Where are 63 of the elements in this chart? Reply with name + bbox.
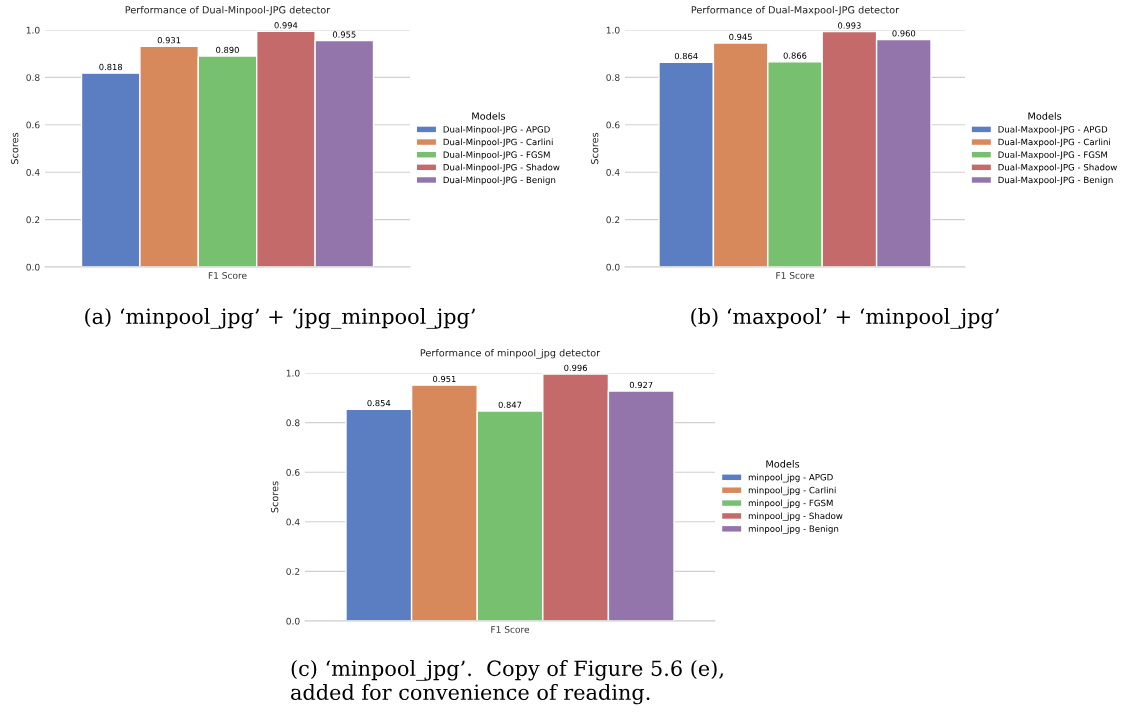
y-tick-label: 0.4: [606, 168, 620, 176]
legend-label: minpool_jpg - Shadow: [748, 512, 843, 522]
data-label: 0.927: [629, 381, 653, 389]
legend-label: minpool_jpg - Carlini: [748, 486, 836, 496]
legend-label: Dual-Maxpool-JPG - Carlini: [998, 138, 1110, 147]
y-axis-title: Scores: [590, 132, 599, 164]
legend-label: Dual-Minpool-JPG - APGD: [443, 125, 550, 135]
data-label: 0.955: [332, 31, 356, 38]
data-label: 0.994: [274, 22, 298, 29]
chart-title: Performance of minpool_jpg detector: [420, 348, 601, 359]
x-tick-label: F1 Score: [491, 626, 530, 633]
data-label: 0.890: [216, 46, 239, 54]
y-tick-label: 0.2: [26, 216, 40, 224]
y-tick-label: 0.4: [26, 168, 40, 176]
legend-label: Dual-Minpool-JPG - FGSM: [443, 151, 550, 160]
data-label: 0.960: [892, 30, 916, 37]
data-label: 0.951: [433, 375, 456, 383]
legend-label: Dual-Maxpool-JPG - Benign: [998, 176, 1113, 185]
data-label: 0.931: [157, 37, 181, 44]
data-label: 0.866: [783, 52, 807, 59]
legend-label: Dual-Minpool-JPG - Carlini: [443, 138, 553, 147]
data-label: 0.854: [367, 399, 391, 407]
text: (c) ‘minpool_jpg’. Copy of Figure 5.6 (e), added for convenience of reading.: [291, 660, 723, 705]
data-label: 0.996: [564, 364, 587, 371]
y-tick-label: 0.0: [286, 617, 300, 625]
y-tick-label: 0.8: [286, 419, 300, 427]
y-tick-label: 1.0: [26, 26, 40, 34]
legend-label: minpool_jpg - Benign: [748, 525, 839, 534]
chart-title: Performance of Dual-Minpool-JPG detector: [125, 5, 331, 16]
data-label: 0.818: [99, 63, 123, 71]
y-tick-label: 0.0: [606, 263, 620, 271]
y-axis-title: Scores: [270, 481, 279, 513]
y-tick-label: 0.0: [26, 263, 40, 271]
text: (a) ‘minpool_jpg’ + ‘jpg_minpool_jpg’: [85, 308, 475, 329]
legend-label: Dual-Minpool-JPG - Benign: [443, 176, 556, 185]
y-tick-label: 0.2: [606, 216, 620, 224]
y-tick-label: 0.4: [286, 518, 300, 526]
data-label: 0.945: [729, 33, 752, 41]
legend-label: minpool_jpg - FGSM: [748, 499, 833, 509]
y-tick-label: 0.6: [286, 468, 300, 476]
legend-title: Models: [766, 460, 800, 468]
y-tick-label: 0.6: [606, 121, 620, 129]
y-tick-label: 0.6: [26, 121, 40, 129]
y-tick-label: 0.2: [286, 568, 300, 575]
data-label: 0.993: [838, 22, 861, 29]
y-tick-label: 1.0: [606, 26, 620, 34]
x-tick-label: F1 Score: [776, 272, 815, 279]
legend-label: Dual-Maxpool-JPG - Shadow: [998, 163, 1117, 173]
data-label: 0.847: [498, 401, 522, 408]
chart-title: Performance of Dual-Maxpool-JPG detector: [691, 5, 900, 16]
y-tick-label: 0.8: [606, 74, 620, 81]
data-label: 0.864: [674, 52, 698, 60]
legend-label: Dual-Maxpool-JPG - FGSM: [998, 151, 1108, 160]
legend-label: Dual-Maxpool-JPG - APGD: [998, 125, 1108, 135]
x-tick-label: F1 Score: [208, 272, 247, 279]
y-axis-title: Scores: [10, 132, 19, 164]
legend-label: minpool_jpg - APGD: [748, 473, 833, 483]
y-tick-label: 0.8: [26, 74, 40, 81]
legend-title: Models: [472, 112, 506, 120]
legend-label: Dual-Minpool-JPG - Shadow: [443, 163, 560, 173]
legend-title: Models: [1028, 112, 1062, 120]
text: (b) ‘maxpool’ + ‘minpool_jpg’: [691, 308, 999, 329]
y-tick-label: 1.0: [286, 369, 300, 377]
